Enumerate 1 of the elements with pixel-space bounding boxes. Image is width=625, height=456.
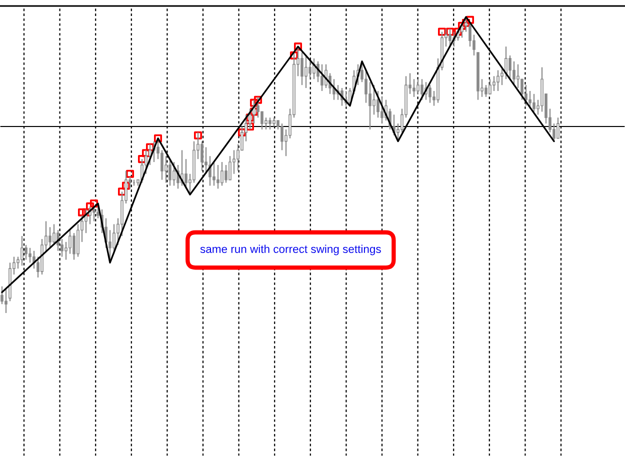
annotation: same run with correct swing settings	[200, 244, 381, 256]
